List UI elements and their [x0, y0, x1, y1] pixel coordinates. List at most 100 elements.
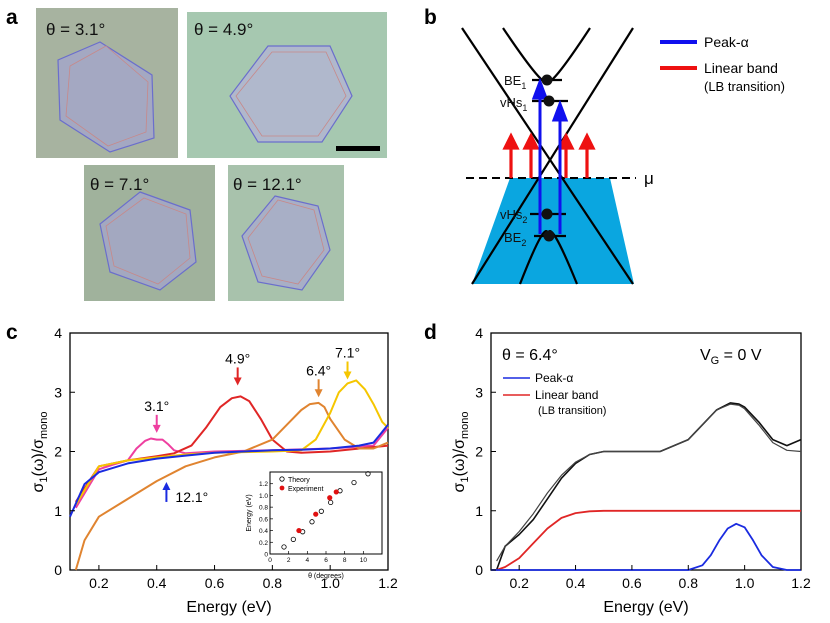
be1-dot — [541, 74, 553, 86]
theta-label-4: θ = 12.1° — [233, 175, 302, 194]
flake-4-edge — [247, 199, 325, 285]
annotation-arrowhead — [162, 481, 171, 490]
be2-label: BE2 — [504, 230, 526, 248]
peak-arrow-2-head — [551, 99, 569, 122]
panel-b-legend: Peak-α Linear band (LB transition) — [660, 34, 785, 94]
d-legend-lb-sublabel: (LB transition) — [538, 405, 606, 417]
inset-ytick-label: 1.2 — [259, 481, 268, 488]
c-xtick-label: 0.6 — [205, 575, 225, 591]
d-series-linear-band — [496, 509, 801, 571]
flake-3 — [99, 191, 197, 291]
d-ytick-label: 2 — [475, 444, 483, 460]
panel-d: d 0.2 0.4 0.6 0.8 1.0 1.2 0 1 2 3 4 θ = 6.4° VG = … — [424, 321, 811, 616]
inset-experiment-point — [313, 511, 319, 517]
c-ylabel-main: σ — [30, 483, 47, 493]
inset-ytick-label: 0.8 — [259, 505, 268, 512]
inset-experiment-point — [333, 489, 339, 495]
vhs1-sub: 1 — [522, 103, 527, 113]
lb-arrow-4-head — [578, 132, 596, 150]
d-series-fit — [496, 403, 802, 562]
c-ytick-label: 4 — [54, 325, 62, 341]
be2-main: BE — [504, 230, 522, 245]
panel-d-legend: Peak-α Linear band (LB transition) — [503, 371, 606, 417]
annotation-arrowhead — [314, 389, 323, 398]
d-ylabel-mid: (ω)/σ — [451, 439, 468, 477]
panel-label-d: d — [424, 321, 437, 344]
panel-label-b: b — [424, 6, 437, 29]
inset-legend-theory: Theory — [288, 477, 310, 484]
vhs2-sub: 2 — [522, 215, 527, 225]
theta-label-3: θ = 7.1° — [90, 175, 149, 194]
legend-linear-band-sublabel: (LB transition) — [704, 79, 785, 94]
c-xtick-label: 0.2 — [89, 575, 109, 591]
inset-theory-point — [365, 471, 371, 477]
inset-ytick-label: 0.4 — [259, 528, 268, 535]
inset-xtick-label: 4 — [306, 557, 310, 564]
panel-c: c 0.2 0.4 0.6 0.8 1.0 1.2 0 1 2 3 4 3.1° 4.9° 6.4°7.… — [6, 321, 398, 616]
panel-d-series — [491, 402, 802, 571]
c-xtick-label: 1.2 — [378, 575, 398, 591]
filled-states — [472, 178, 634, 284]
panel-d-ylabel: σ1(ω)/σmono — [451, 412, 471, 493]
flake-3-edge — [105, 197, 191, 285]
d-xtick-label: 0.4 — [566, 575, 586, 591]
lb-arrow-1-head — [502, 132, 520, 150]
c-ytick-label: 3 — [54, 384, 62, 400]
inset-theory-point — [318, 508, 324, 514]
flake-2-edge — [235, 51, 347, 137]
c-series-12-1- — [69, 424, 389, 518]
annotation-label: 6.4° — [306, 362, 331, 378]
c-ytick-label: 2 — [54, 444, 62, 460]
gate-rest: = 0 V — [719, 347, 762, 364]
micrograph-3: θ = 7.1° — [84, 165, 215, 301]
panel-c-series — [69, 379, 389, 571]
inset-xtick-label: 10 — [360, 557, 368, 564]
d-ytick-label: 4 — [475, 325, 483, 341]
flake-4 — [241, 195, 331, 291]
state-dots — [541, 74, 555, 242]
be1-label: BE1 — [504, 73, 526, 91]
d-series-peak- — [491, 522, 801, 571]
peak-arrow-1-head — [531, 77, 549, 100]
panel-a: a θ = 3.1° θ = 4.9° θ = 7.1° — [6, 6, 387, 301]
d-legend-peak-label: Peak-α — [535, 371, 573, 385]
annotation-label: 12.1° — [175, 489, 208, 505]
inset-experiment-point — [327, 495, 333, 501]
d-legend-lb-label: Linear band — [535, 388, 598, 402]
c-xtick-label: 1.0 — [320, 575, 340, 591]
vhs1-dot — [543, 95, 555, 107]
inset-ylabel: Energy (eV) — [246, 494, 253, 531]
c-ylabel-sub1: 1 — [38, 477, 50, 483]
annotation-arrowhead — [152, 424, 161, 433]
vhs1-main: vHs — [500, 95, 523, 110]
annotation-arrowhead — [343, 371, 352, 380]
be2-sub: 2 — [521, 238, 526, 248]
inset-theory-point — [290, 536, 296, 542]
inset-xtick-label: 8 — [343, 557, 347, 564]
annotation-label: 3.1° — [144, 398, 169, 414]
panel-c-ylabel: σ1(ω)/σmono — [30, 412, 50, 493]
d-ytick-label: 0 — [475, 562, 483, 578]
d-xtick-label: 1.0 — [735, 575, 755, 591]
vhs2-label: vHs2 — [500, 207, 527, 225]
micrograph-4: θ = 12.1° — [228, 165, 344, 301]
theta-label-2: θ = 4.9° — [194, 20, 253, 39]
d-ytick-label: 1 — [475, 503, 483, 519]
d-xtick-label: 0.6 — [622, 575, 642, 591]
micrograph-2: θ = 4.9° — [187, 12, 387, 158]
inset-legend-experiment-marker — [279, 485, 285, 491]
d-xtick-label: 1.2 — [791, 575, 811, 591]
inset-xtick-label: 0 — [268, 557, 272, 564]
legend-peak-alpha-label: Peak-α — [704, 34, 749, 50]
c-ylabel-mid: (ω)/σ — [30, 439, 47, 477]
c-ytick-label: 1 — [54, 503, 62, 519]
theta-label-1: θ = 3.1° — [46, 20, 105, 39]
c-ylabel-sub2: mono — [38, 412, 50, 440]
inset-xlabel: θ (degrees) — [308, 573, 344, 580]
state-labels: BE1 vHs1 vHs2 BE2 — [500, 73, 527, 248]
vhs2-dot — [541, 208, 553, 220]
scale-bar — [336, 146, 380, 151]
inset-theory-point — [281, 544, 287, 550]
panel-c-ticks: 0.2 0.4 0.6 0.8 1.0 1.2 0 1 2 3 4 — [54, 325, 398, 591]
